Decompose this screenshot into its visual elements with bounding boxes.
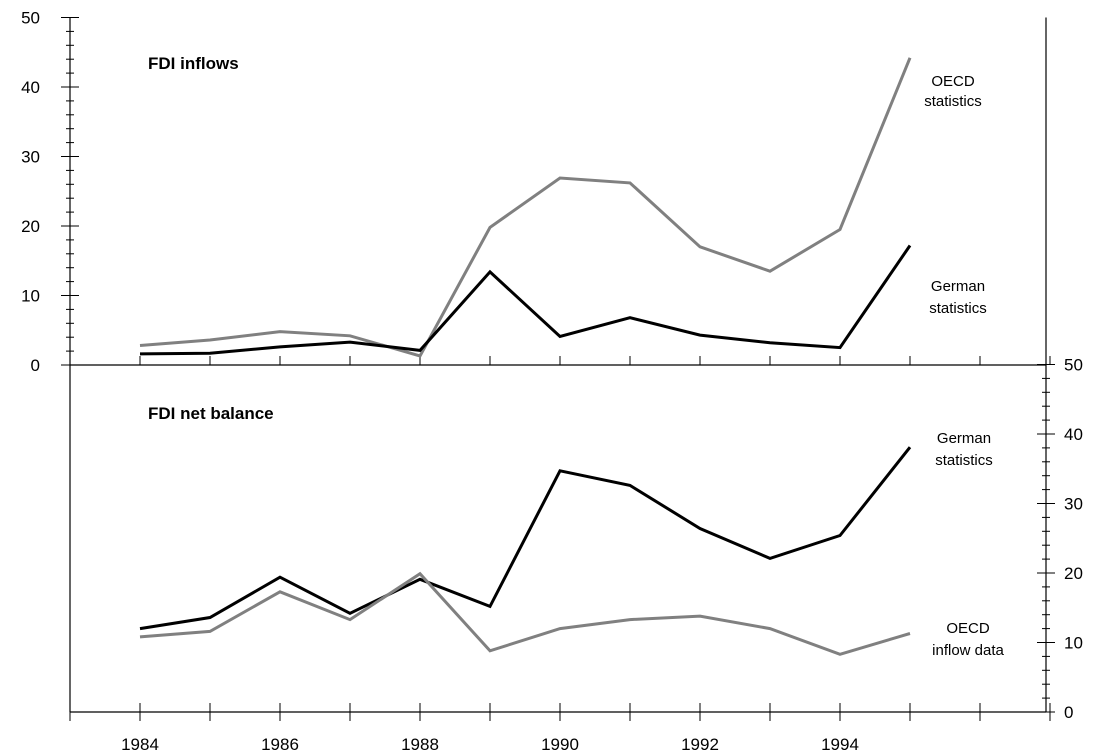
top-y-tick-label: 30 [21, 148, 40, 167]
top-german-statistics-line [139, 244, 912, 356]
label-german-statistics-top-line1: German [931, 278, 985, 295]
label-oecd-inflow-data-line2: inflow data [932, 642, 1004, 659]
x-tick-label: 1994 [821, 735, 859, 754]
series-lines [139, 57, 912, 656]
top-y-tick-label: 40 [21, 78, 40, 97]
top-y-tick-label: 20 [21, 217, 40, 236]
bottom-y-tick-label: 10 [1064, 634, 1083, 653]
top-y-tick-label: 10 [21, 287, 40, 306]
label-oecd-statistics-line1: OECD [931, 73, 975, 90]
bottom-y-tick-label: 50 [1064, 356, 1083, 375]
bottom-y-tick-label: 0 [1064, 703, 1073, 722]
x-tick-label: 1990 [541, 735, 579, 754]
top-panel-title: FDI inflows [148, 54, 239, 73]
top-y-tick-label: 0 [31, 356, 40, 375]
bottom-oecd-inflow-data-line [139, 571, 911, 656]
x-tick-label: 1988 [401, 735, 439, 754]
label-oecd-inflow-data-line1: OECD [946, 620, 990, 637]
x-tick-label: 1984 [121, 735, 159, 754]
bottom-german-statistics-line [139, 446, 912, 631]
bottom-y-tick-label: 40 [1064, 425, 1083, 444]
x-tick-label: 1992 [681, 735, 719, 754]
label-german-statistics-bottom-line2: statistics [935, 452, 993, 469]
top-y-tick-label: 50 [21, 9, 40, 28]
x-tick-label: 1986 [261, 735, 299, 754]
bottom-panel-title: FDI net balance [148, 404, 274, 423]
bottom-y-tick-label: 20 [1064, 564, 1083, 583]
top-oecd-statistics-line [139, 57, 912, 358]
bottom-y-tick-label: 30 [1064, 495, 1083, 514]
label-german-statistics-bottom-line1: German [937, 430, 991, 447]
label-german-statistics-top-line2: statistics [929, 300, 987, 317]
label-oecd-statistics-line2: statistics [924, 93, 982, 110]
axes: 0 10 20 30 40 50 0 10 20 30 40 50 1984 1986 1988 1990 19… [21, 9, 1083, 755]
